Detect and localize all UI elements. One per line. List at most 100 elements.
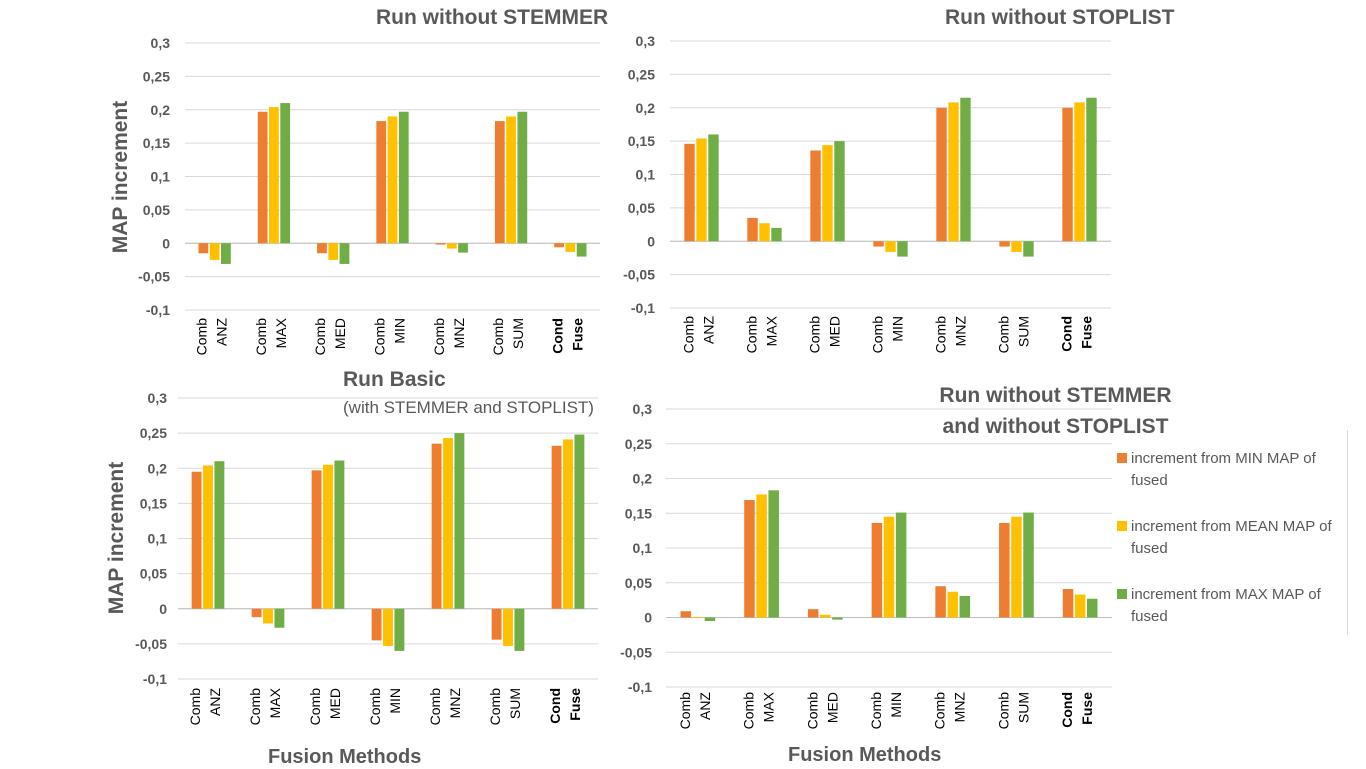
legend-swatch-mean [1117, 521, 1127, 531]
y-tick-label: -0,1 [146, 302, 170, 318]
bar-max [704, 617, 716, 621]
bar-max [458, 243, 468, 253]
bar-min [680, 611, 692, 618]
category-label: ANZ [701, 316, 717, 344]
category-label: Comb [253, 318, 269, 356]
bar-mean [387, 116, 398, 244]
x-axis-label-bottom-left: Fusion Methods [268, 746, 422, 768]
y-tick-label: 0,05 [628, 200, 655, 216]
y-tick-label: 0 [162, 235, 170, 251]
y-tick-label: 0,3 [148, 390, 168, 406]
bar-max [574, 434, 585, 609]
category-label: SUM [507, 688, 523, 719]
bar-max [214, 461, 225, 609]
bar-mean [1011, 241, 1022, 252]
y-tick-label: 0,15 [628, 133, 655, 149]
y-tick-label: 0,3 [636, 33, 656, 49]
bar-min [376, 121, 387, 244]
category-label: ANZ [697, 692, 713, 720]
bar-min [251, 608, 262, 618]
y-tick-label: 0,3 [633, 401, 653, 417]
bar-mean [503, 608, 513, 646]
bar-mean [209, 243, 220, 260]
category-label: MIN [888, 692, 904, 718]
y-tick-label: 0,2 [636, 100, 656, 116]
bar-mean [506, 116, 516, 244]
category-label: Comb [932, 692, 948, 730]
y-tick-label: 0,2 [148, 460, 168, 476]
legend-label-min: increment from MIN MAP of fused [1131, 450, 1316, 489]
y-tick-label: 0 [644, 610, 652, 626]
bar-max [771, 227, 782, 242]
legend-label-max: increment from MAX MAP of fused [1131, 586, 1321, 625]
category-label: Comb [372, 318, 388, 356]
bar-min [935, 586, 946, 618]
bar-max [708, 134, 719, 242]
bar-min [1062, 589, 1074, 618]
bar-mean [1074, 594, 1086, 618]
category-label: Comb [431, 318, 447, 356]
category-label: Comb [312, 318, 328, 356]
bar-min [1062, 107, 1073, 242]
bar-mean [822, 145, 833, 242]
category-label: ANZ [214, 318, 230, 346]
bar-mean [947, 591, 958, 618]
category-label: SUM [1016, 316, 1032, 347]
y-tick-label: -0,1 [628, 679, 652, 695]
legend-swatch-min [1117, 453, 1127, 463]
legend: increment from MIN MAP of fused incremen… [1112, 430, 1348, 635]
category-label: Cond [1059, 692, 1075, 728]
bar-mean [263, 608, 273, 624]
bar-max [897, 241, 908, 257]
bar-max [576, 243, 587, 257]
bar-max [1086, 598, 1098, 618]
category-label: Comb [487, 688, 503, 726]
bar-min [435, 243, 446, 245]
bar-mean [443, 438, 453, 609]
bar-max [768, 490, 779, 618]
y-tick-label: -0,1 [631, 300, 655, 316]
y-tick-label: 0,1 [633, 540, 653, 556]
y-tick-label: -0,05 [623, 267, 655, 283]
category-label: Comb [804, 692, 820, 730]
y-tick-label: 0,15 [625, 505, 652, 521]
bar-min [191, 471, 202, 609]
bar-max [517, 111, 528, 244]
bar-max [960, 97, 971, 242]
bar-mean [692, 616, 704, 618]
chart-title-top-left: Run without STEMMER [376, 6, 609, 29]
bar-mean [563, 439, 573, 609]
bar-max [1023, 512, 1034, 618]
category-label: Fuse [1079, 316, 1095, 349]
bar-mean [885, 241, 896, 252]
bar-mean [383, 608, 393, 646]
chart-subtitle-bottom-left: (with STEMMER and STOPLIST) [343, 398, 594, 417]
bar-max [959, 595, 971, 618]
category-label: Comb [187, 688, 203, 726]
category-label: Cond [547, 688, 563, 724]
category-label: MAX [267, 687, 283, 718]
bar-max [274, 608, 285, 628]
bar-max [514, 608, 525, 651]
category-label: Comb [681, 316, 697, 354]
chart-title-bottom-right: Run without STEMMER and without STOPLIST [939, 384, 1172, 438]
category-label: Comb [307, 688, 323, 726]
category-label: MED [327, 688, 343, 719]
bar-min [873, 241, 884, 247]
category-label: Comb [933, 316, 949, 354]
bar-min [744, 500, 755, 618]
bar-max [832, 617, 843, 620]
chart-title-bottom-left: Run Basic [343, 368, 446, 391]
category-label: Comb [194, 318, 210, 356]
y-tick-label: 0 [159, 601, 167, 617]
y-tick-label: -0,05 [620, 644, 652, 660]
bar-mean [565, 243, 576, 252]
category-label: Comb [367, 688, 383, 726]
bar-min [747, 217, 758, 242]
y-tick-label: 0,2 [633, 471, 653, 487]
category-label: Cond [549, 318, 565, 354]
category-label: Comb [677, 692, 693, 730]
category-label: Comb [995, 692, 1011, 730]
y-tick-label: 0,05 [140, 566, 167, 582]
